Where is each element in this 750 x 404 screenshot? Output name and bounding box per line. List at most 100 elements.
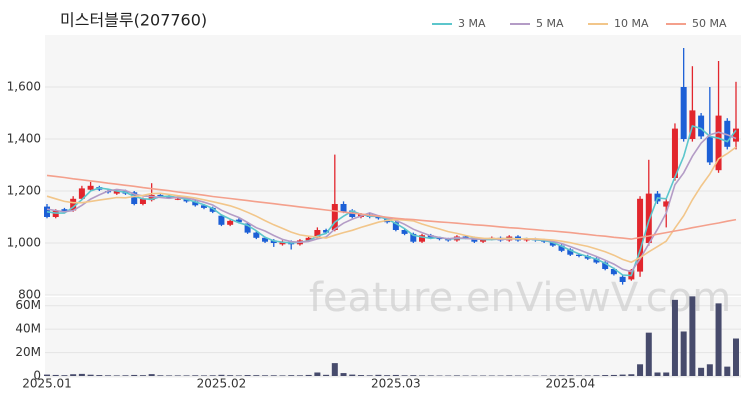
volume-bar [175, 375, 181, 376]
volume-bar [620, 375, 626, 376]
candle-body [341, 204, 347, 212]
y-tick-label: 0 [33, 369, 41, 383]
candle-body [707, 136, 713, 162]
y-tick-label: 1,400 [7, 132, 41, 146]
volume-bar [297, 375, 303, 376]
volume-bar [122, 375, 128, 376]
y-tick-label: 1,000 [7, 236, 41, 250]
volume-bar [637, 364, 643, 376]
volume-bar [358, 375, 364, 376]
volume-bar [733, 339, 739, 376]
volume-bar [402, 375, 408, 376]
price-panel [45, 35, 741, 295]
volume-bar [611, 375, 617, 376]
legend-label: 10 MA [614, 17, 649, 30]
candle-body [88, 186, 94, 190]
volume-bar [314, 372, 320, 376]
volume-bar [44, 375, 50, 376]
volume-bar [105, 375, 111, 376]
candle-body [620, 277, 626, 282]
candle-body [253, 233, 259, 238]
volume-bar [428, 375, 434, 376]
candle-body [218, 216, 224, 225]
chart-title: 미스터블루(207760) [60, 11, 207, 30]
volume-bar [576, 375, 582, 376]
volume-bar [341, 373, 347, 376]
volume-bar [550, 375, 556, 376]
volume-bar [724, 367, 730, 376]
volume-bar [88, 375, 94, 376]
volume-bar [227, 375, 233, 376]
x-tick-label: 2025.03 [371, 377, 421, 391]
volume-bar [367, 375, 373, 376]
volume-bar [393, 375, 399, 376]
volume-bar [655, 372, 661, 376]
volume-bar [262, 375, 268, 376]
volume-bar [707, 364, 713, 376]
volume-bar [410, 375, 416, 376]
volume-bar [140, 375, 146, 376]
x-tick-label: 2025.04 [545, 377, 595, 391]
volume-bar [218, 375, 224, 376]
volume-bar [698, 368, 704, 376]
volume-bar [245, 375, 251, 376]
volume-bar [166, 375, 172, 376]
volume-bar [96, 375, 102, 376]
volume-bar [646, 333, 652, 376]
volume-bar [149, 374, 155, 376]
volume-bar [506, 375, 512, 376]
volume-bar [559, 375, 565, 376]
volume-bar [454, 375, 460, 376]
volume-bar [419, 375, 425, 376]
volume-bar [192, 375, 198, 376]
legend-label: 3 MA [458, 17, 486, 30]
y-tick-label: 1,200 [7, 184, 41, 198]
volume-bar [663, 372, 669, 376]
volume-bar [375, 375, 381, 376]
watermark: feature.enViewV.com [309, 275, 731, 321]
volume-bar [236, 375, 242, 376]
candle-body [681, 87, 687, 139]
volume-bar [70, 374, 76, 376]
volume-bar [349, 375, 355, 376]
candle-body [698, 116, 704, 137]
volume-bar [567, 375, 573, 376]
volume-bar [672, 300, 678, 376]
volume-bar [288, 375, 294, 376]
volume-bar [53, 375, 59, 376]
volume-bar [271, 375, 277, 376]
volume-bar [323, 375, 329, 376]
volume-bar [628, 374, 634, 376]
volume-bar [689, 296, 695, 376]
volume-bar [593, 375, 599, 376]
y-tick-label: 60M [15, 298, 41, 312]
y-tick-label: 20M [15, 345, 41, 359]
volume-bar [332, 363, 338, 376]
volume-bar [201, 375, 207, 376]
volume-bar [253, 375, 259, 376]
volume-bar [114, 375, 120, 376]
volume-bar [585, 375, 591, 376]
volume-bar [61, 375, 67, 376]
x-tick-label: 2025.01 [22, 377, 72, 391]
volume-bar [384, 375, 390, 376]
volume-bar [184, 375, 190, 376]
x-tick-label: 2025.02 [197, 377, 247, 391]
candle-body [175, 199, 181, 200]
volume-bar [79, 374, 85, 376]
legend-label: 50 MA [692, 17, 727, 30]
volume-bar [157, 375, 163, 376]
volume-bar [279, 375, 285, 376]
volume-bar [210, 375, 216, 376]
volume-bar [306, 375, 312, 376]
y-tick-label: 1,600 [7, 80, 41, 94]
volume-bar [716, 303, 722, 376]
candle-body [227, 221, 233, 225]
volume-bar [681, 331, 687, 376]
y-tick-label: 40M [15, 322, 41, 336]
volume-bar [602, 375, 608, 376]
legend-label: 5 MA [536, 17, 564, 30]
volume-bar [131, 375, 137, 376]
